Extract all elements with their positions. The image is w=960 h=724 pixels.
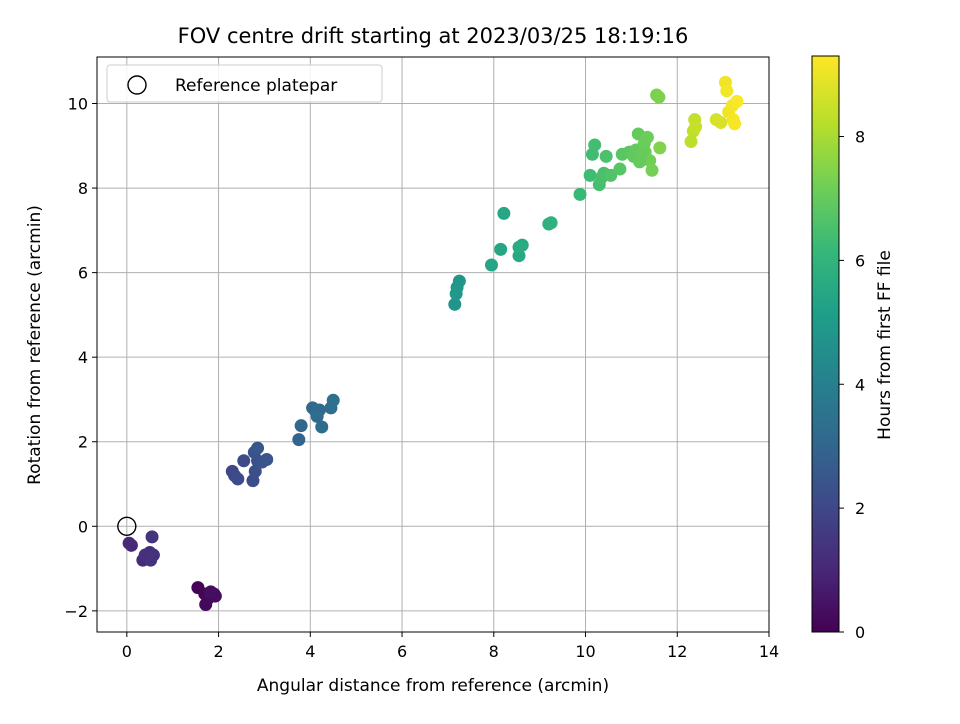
reference-platepar-marker bbox=[117, 516, 137, 537]
colorbar: 0 2 4 6 8 Hours from first FF file bbox=[811, 55, 895, 642]
x-tick-label: 0 bbox=[122, 642, 132, 661]
data-point bbox=[449, 287, 463, 301]
colorbar-tick-label: 2 bbox=[855, 499, 865, 518]
data-point bbox=[652, 90, 666, 104]
x-tick-label: 12 bbox=[667, 642, 687, 661]
colorbar-label: Hours from first FF file bbox=[875, 250, 895, 440]
data-point bbox=[573, 187, 587, 201]
data-point bbox=[248, 464, 262, 478]
data-point bbox=[653, 141, 667, 155]
y-tick-label: 8 bbox=[78, 179, 88, 198]
chart-title: FOV centre drift starting at 2023/03/25 … bbox=[178, 24, 689, 48]
y-tick-label: −2 bbox=[64, 602, 88, 621]
x-tick-label: 4 bbox=[305, 642, 315, 661]
x-tick-label: 10 bbox=[575, 642, 595, 661]
x-tick-label: 14 bbox=[759, 642, 779, 661]
data-point bbox=[484, 258, 498, 272]
data-point bbox=[452, 274, 466, 288]
data-point bbox=[689, 120, 703, 134]
data-point bbox=[544, 216, 558, 230]
data-point bbox=[204, 585, 218, 599]
data-point bbox=[714, 116, 728, 130]
data-point bbox=[730, 94, 744, 108]
colorbar-tick-label: 6 bbox=[855, 251, 865, 270]
data-point bbox=[292, 433, 306, 447]
x-axis-ticks: 0 2 4 6 8 10 12 14 bbox=[122, 632, 779, 661]
data-point bbox=[310, 409, 324, 423]
data-point bbox=[613, 162, 627, 176]
data-point bbox=[260, 453, 274, 466]
x-tick-label: 8 bbox=[489, 642, 499, 661]
y-tick-label: 2 bbox=[78, 433, 88, 452]
y-tick-label: 6 bbox=[78, 264, 88, 283]
legend: Reference platepar bbox=[106, 64, 383, 103]
colorbar-ticks: 0 2 4 6 8 bbox=[839, 128, 865, 642]
y-tick-label: 0 bbox=[78, 517, 88, 536]
x-tick-label: 6 bbox=[397, 642, 407, 661]
data-point bbox=[251, 441, 265, 455]
y-tick-label: 4 bbox=[78, 348, 88, 367]
data-point bbox=[145, 530, 159, 544]
data-point bbox=[494, 242, 508, 256]
data-point bbox=[326, 393, 340, 407]
y-tick-label: 10 bbox=[68, 95, 88, 114]
x-axis-label: Angular distance from reference (arcmin) bbox=[257, 676, 609, 696]
data-point bbox=[588, 138, 602, 152]
data-point bbox=[726, 113, 740, 127]
data-point bbox=[146, 548, 160, 562]
data-point bbox=[599, 149, 613, 163]
data-point bbox=[512, 240, 526, 254]
legend-entry-label: Reference platepar bbox=[175, 76, 337, 96]
data-point bbox=[720, 84, 734, 98]
data-point bbox=[231, 472, 245, 486]
colorbar-tick-label: 4 bbox=[855, 375, 865, 394]
legend-marker-icon bbox=[127, 75, 147, 95]
data-point bbox=[497, 206, 511, 220]
y-axis-label: Rotation from reference (arcmin) bbox=[25, 205, 45, 485]
colorbar-gradient bbox=[811, 55, 840, 633]
data-points bbox=[122, 75, 744, 612]
data-point bbox=[645, 163, 659, 177]
data-point bbox=[237, 454, 251, 468]
x-tick-label: 2 bbox=[213, 642, 223, 661]
data-point bbox=[684, 135, 698, 149]
y-axis-ticks: −2 0 2 4 6 8 10 bbox=[64, 95, 97, 621]
data-point bbox=[604, 168, 618, 182]
data-point bbox=[448, 297, 462, 311]
data-point bbox=[122, 536, 136, 550]
plot-frame bbox=[96, 56, 770, 633]
legend-box bbox=[106, 64, 383, 103]
data-point bbox=[315, 420, 329, 434]
data-point bbox=[637, 137, 651, 151]
data-point bbox=[634, 147, 648, 161]
data-point bbox=[294, 419, 308, 433]
colorbar-tick-label: 0 bbox=[855, 623, 865, 642]
data-point bbox=[583, 168, 597, 182]
colorbar-tick-label: 8 bbox=[855, 128, 865, 147]
grid bbox=[97, 57, 770, 632]
